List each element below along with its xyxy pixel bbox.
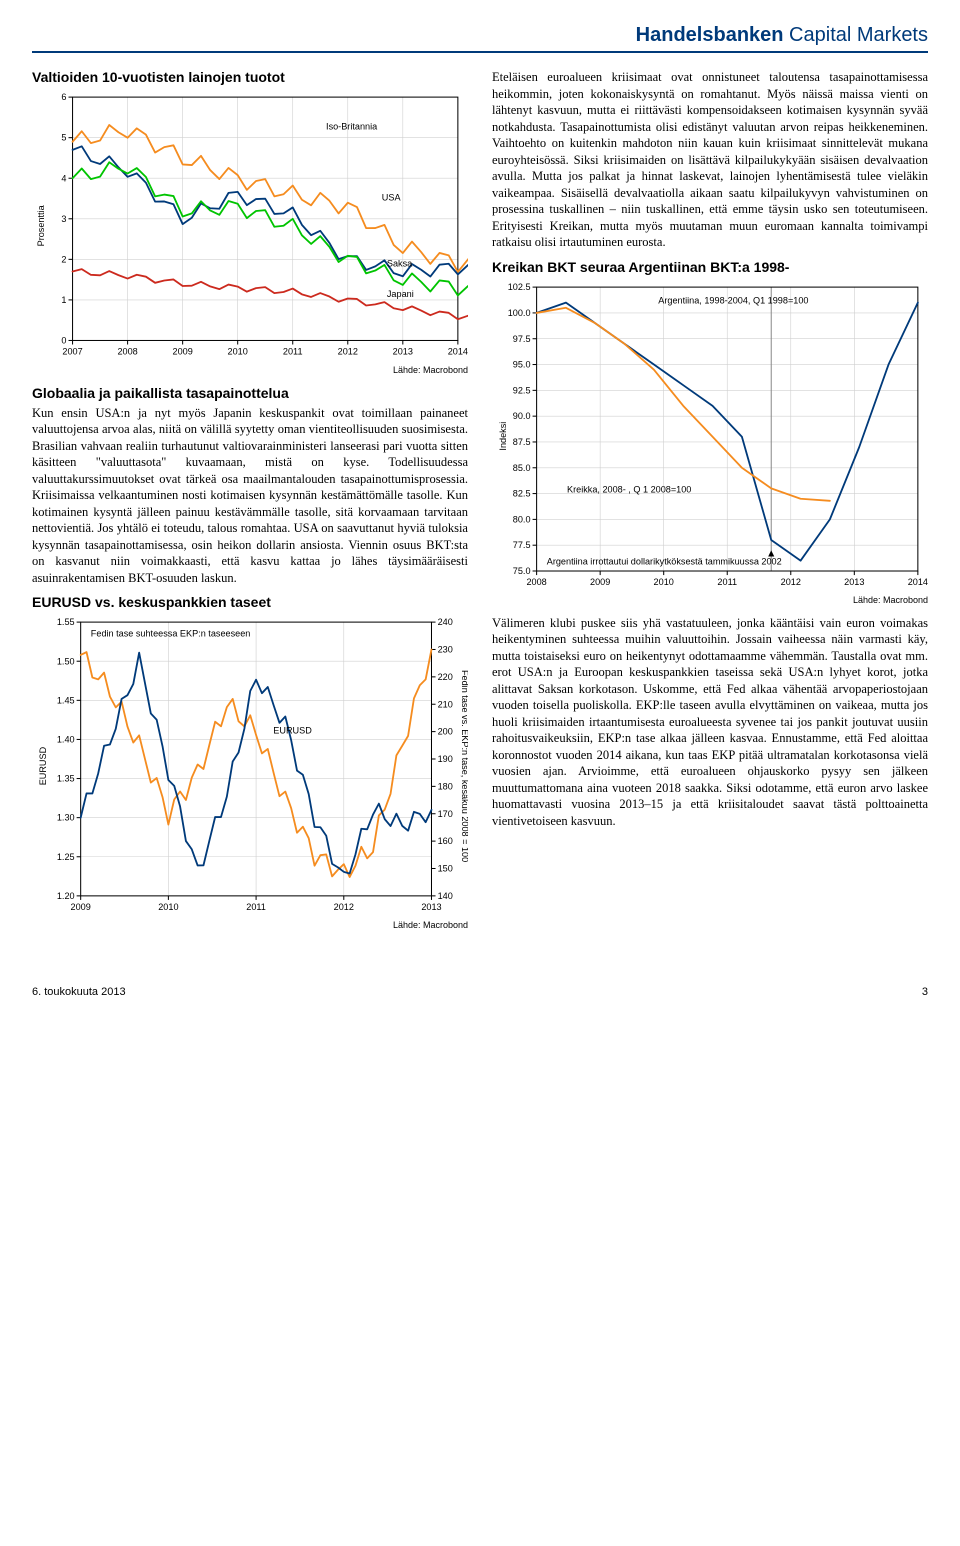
svg-text:2009: 2009 [173,347,193,357]
svg-text:80.0: 80.0 [513,514,531,524]
svg-text:150: 150 [438,864,453,874]
svg-text:USA: USA [382,193,402,203]
svg-text:Argentiina irrottautui dollari: Argentiina irrottautui dollarikytköksest… [547,556,782,566]
svg-text:2010: 2010 [228,347,248,357]
svg-text:2011: 2011 [246,902,266,912]
svg-text:2007: 2007 [62,347,82,357]
svg-text:1.55: 1.55 [57,617,75,627]
svg-text:85.0: 85.0 [513,462,531,472]
svg-text:2013: 2013 [844,577,864,587]
svg-text:2012: 2012 [781,577,801,587]
svg-text:2011: 2011 [283,347,303,357]
svg-text:200: 200 [438,727,453,737]
svg-text:3: 3 [61,214,66,224]
svg-text:1.40: 1.40 [57,735,75,745]
svg-text:160: 160 [438,836,453,846]
svg-text:140: 140 [438,891,453,901]
svg-text:2012: 2012 [334,902,354,912]
footer-date: 6. toukokuuta 2013 [32,986,126,998]
bkt-chart-source: Lähde: Macrobond [492,595,928,605]
svg-text:Argentiina, 1998-2004, Q1 1998: Argentiina, 1998-2004, Q1 1998=100 [658,295,808,305]
bkt-chart-svg: 75.0 77.5 80.0 82.5 85.0 87.5 90.0 92.5 95.0 97.5… [492,279,928,593]
svg-text:2010: 2010 [158,902,178,912]
header-rule [32,51,928,53]
eurusd-chart-title: EURUSD vs. keskuspankkien taseet [32,594,468,610]
svg-text:2014: 2014 [448,347,468,357]
svg-text:Fedin tase suhteessa EKP:n tas: Fedin tase suhteessa EKP:n taseeseen [91,629,251,639]
svg-text:2009: 2009 [71,902,91,912]
svg-text:Japani: Japani [387,289,414,299]
svg-text:95.0: 95.0 [513,359,531,369]
footer-page: 3 [922,986,928,998]
svg-text:Indeksi: Indeksi [498,421,508,450]
svg-text:2009: 2009 [590,577,610,587]
svg-text:1.30: 1.30 [57,813,75,823]
svg-text:2010: 2010 [654,577,674,587]
svg-text:190: 190 [438,754,453,764]
svg-text:2: 2 [61,254,66,264]
svg-text:77.5: 77.5 [513,540,531,550]
svg-text:2014: 2014 [908,577,928,587]
svg-text:4: 4 [61,173,66,183]
eurusd-chart-svg: 1.20 1.25 1.30 1.35 1.40 1.45 1.50 1.55 140 150 16… [32,614,468,918]
bkt-chart: Kreikan BKT seuraa Argentiinan BKT:a 199… [492,259,928,605]
globaalia-heading: Globaalia ja paikallista tasapainottelua [32,385,468,401]
right-column: Eteläisen euroalueen kriisimaat ovat onn… [492,69,928,940]
svg-text:75.0: 75.0 [513,566,531,576]
eurusd-chart-source: Lähde: Macrobond [32,920,468,930]
svg-text:100.0: 100.0 [508,307,531,317]
svg-text:2013: 2013 [421,902,441,912]
svg-text:210: 210 [438,700,453,710]
brand-rest: Capital Markets [784,24,929,46]
yields-chart-title: Valtioiden 10-vuotisten lainojen tuotot [32,69,468,85]
svg-text:180: 180 [438,782,453,792]
svg-text:EURUSD: EURUSD [273,726,312,736]
svg-text:230: 230 [438,645,453,655]
svg-text:Saksa: Saksa [387,258,413,268]
bkt-chart-title: Kreikan BKT seuraa Argentiinan BKT:a 199… [492,259,928,275]
svg-text:82.5: 82.5 [513,488,531,498]
svg-text:EURUSD: EURUSD [38,747,48,786]
right-p2: Välimeren klubi puskee siis yhä vastatuu… [492,615,928,830]
svg-text:87.5: 87.5 [513,437,531,447]
eurusd-chart: EURUSD vs. keskuspankkien taseet 1.201.2… [32,594,468,930]
svg-text:1.50: 1.50 [57,657,75,667]
svg-text:92.5: 92.5 [513,385,531,395]
svg-text:2012: 2012 [338,347,358,357]
svg-text:Kreikka, 2008- , Q 1 2008=100: Kreikka, 2008- , Q 1 2008=100 [567,484,691,494]
svg-text:1.20: 1.20 [57,891,75,901]
yields-chart-source: Lähde: Macrobond [32,365,468,375]
svg-text:2011: 2011 [717,577,737,587]
svg-text:90.0: 90.0 [513,411,531,421]
left-column: Valtioiden 10-vuotisten lainojen tuotot … [32,69,468,940]
svg-text:220: 220 [438,672,453,682]
svg-text:6: 6 [61,92,66,102]
left-p1: Kun ensin USA:n ja nyt myös Japanin kesk… [32,405,468,587]
brand-header: Handelsbanken Capital Markets [32,24,928,51]
brand-bold: Handelsbanken [636,24,784,46]
svg-text:2013: 2013 [393,347,413,357]
two-column-layout: Valtioiden 10-vuotisten lainojen tuotot … [32,69,928,940]
svg-text:1: 1 [61,295,66,305]
svg-text:5: 5 [61,133,66,143]
svg-text:1.45: 1.45 [57,696,75,706]
svg-text:0: 0 [61,336,66,346]
svg-text:1.35: 1.35 [57,774,75,784]
svg-text:170: 170 [438,809,453,819]
svg-text:1.25: 1.25 [57,852,75,862]
svg-text:102.5: 102.5 [508,282,531,292]
svg-text:Prosenttia: Prosenttia [36,204,46,246]
yields-chart-svg: 0 1 2 3 4 5 6 2007 2008 2009 2010 2011 2012 2013 2014 P… [32,89,468,363]
svg-text:2008: 2008 [117,347,137,357]
svg-text:2008: 2008 [526,577,546,587]
svg-text:Fedin tase vs. EKP:n tase, kes: Fedin tase vs. EKP:n tase, kesäkuu 2008 … [460,670,468,862]
yields-chart: Valtioiden 10-vuotisten lainojen tuotot … [32,69,468,375]
page-footer: 6. toukokuuta 2013 3 [32,980,928,998]
right-p1: Eteläisen euroalueen kriisimaat ovat onn… [492,69,928,251]
svg-text:240: 240 [438,617,453,627]
svg-text:97.5: 97.5 [513,333,531,343]
svg-text:Iso-Britannia: Iso-Britannia [326,122,378,132]
